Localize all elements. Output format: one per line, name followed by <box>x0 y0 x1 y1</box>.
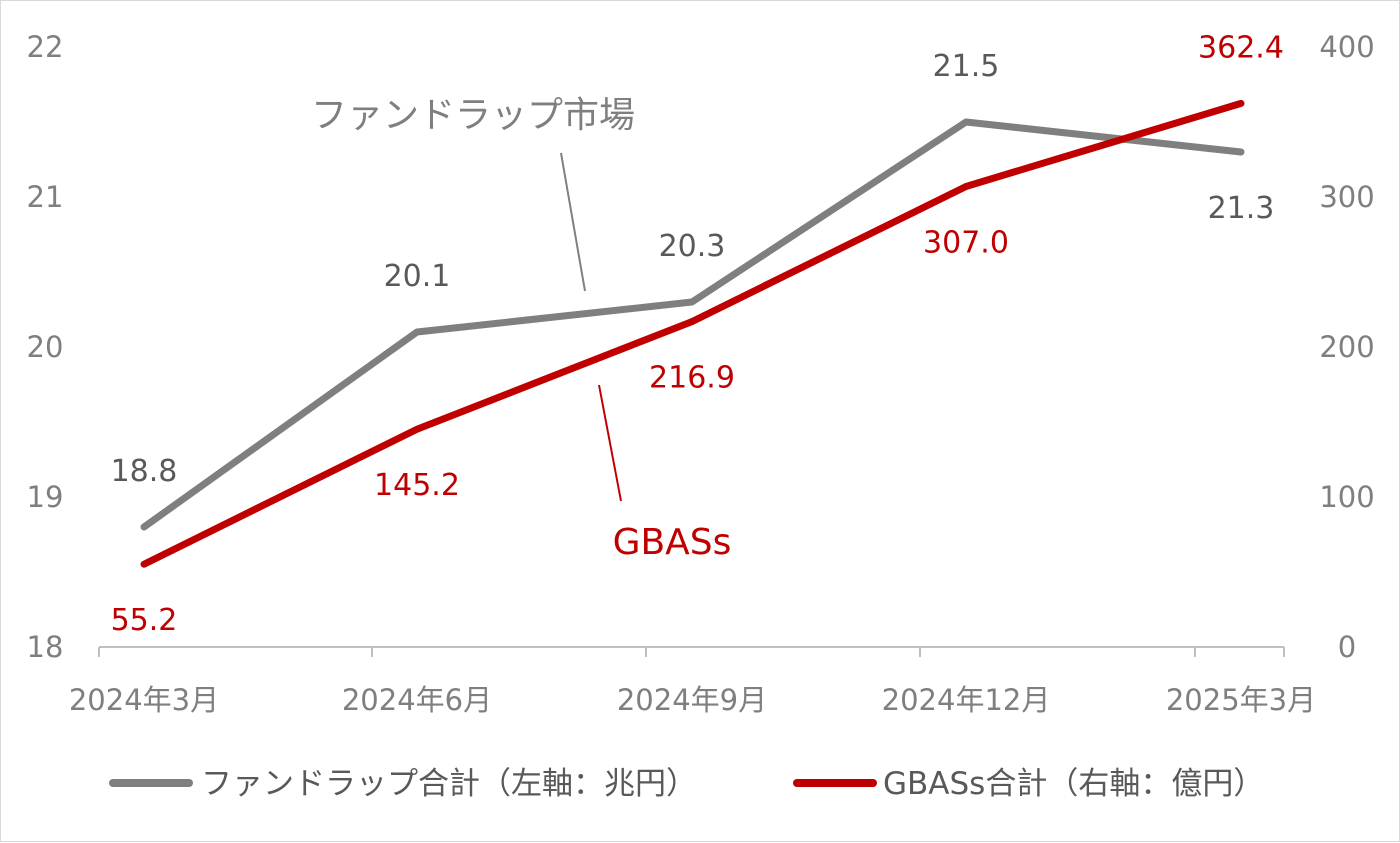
right-axis-ticks: 0 100 200 300 400 <box>1319 30 1374 664</box>
data-label-gbass-1: 145.2 <box>374 468 460 503</box>
left-axis-tick-1: 19 <box>27 480 64 514</box>
data-label-gbass-3: 307.0 <box>923 226 1009 261</box>
axes <box>98 646 1285 657</box>
left-axis-tick-2: 20 <box>27 330 64 364</box>
legend-label-fundwrap: ファンドラップ合計（左軸：兆円） <box>201 766 697 802</box>
data-label-fundwrap-3: 21.5 <box>933 49 1000 84</box>
data-label-gbass-2: 216.9 <box>649 361 735 396</box>
data-label-fundwrap-1: 20.1 <box>384 259 451 294</box>
x-axis-label-3: 2024年12月 <box>882 683 1051 717</box>
annotations: ファンドラップ市場 GBASs <box>311 95 731 563</box>
data-labels: 18.8 20.1 20.3 21.5 21.3 55.2 145.2 216.9 307.0 3… <box>111 30 1284 638</box>
left-axis-tick-4: 22 <box>27 30 64 64</box>
legend-item-gbass: GBASs合計（右軸：億円） <box>793 766 1264 802</box>
right-axis-tick-4: 400 <box>1319 30 1374 64</box>
x-axis-ticks: 2024年3月 2024年6月 2024年9月 2024年12月 2025年3月 <box>69 683 1316 717</box>
legend-item-fundwrap: ファンドラップ合計（左軸：兆円） <box>109 766 697 802</box>
data-label-fundwrap-0: 18.8 <box>111 454 178 489</box>
data-label-gbass-0: 55.2 <box>111 603 178 638</box>
data-label-gbass-4: 362.4 <box>1198 30 1284 65</box>
x-axis-label-2: 2024年9月 <box>617 683 767 717</box>
series-line-gbass <box>140 99 1245 568</box>
x-axis-label-0: 2024年3月 <box>69 683 219 717</box>
annotation-fundwrap-market: ファンドラップ市場 <box>311 95 635 136</box>
left-axis-tick-3: 21 <box>27 180 64 214</box>
data-label-fundwrap-2: 20.3 <box>659 229 726 264</box>
legend: ファンドラップ合計（左軸：兆円） GBASs合計（右軸：億円） <box>109 766 1264 802</box>
data-label-fundwrap-4: 21.3 <box>1208 191 1275 226</box>
annotation-leader-gbass <box>598 384 622 502</box>
series-layer <box>140 99 1245 568</box>
x-axis-label-1: 2024年6月 <box>342 683 492 717</box>
annotation-leader-fundwrap <box>560 152 586 292</box>
legend-label-gbass: GBASs合計（右軸：億円） <box>883 766 1264 802</box>
x-axis-label-4: 2025年3月 <box>1166 683 1316 717</box>
left-axis-ticks: 18 19 20 21 22 <box>27 30 64 664</box>
right-axis-tick-3: 300 <box>1319 180 1374 214</box>
left-axis-tick-0: 18 <box>27 630 64 664</box>
right-axis-tick-2: 200 <box>1319 330 1374 364</box>
right-axis-tick-0: 0 <box>1338 630 1356 664</box>
annotation-gbass: GBASs <box>613 522 732 563</box>
series-line-fundwrap <box>140 118 1245 531</box>
right-axis-tick-1: 100 <box>1319 480 1374 514</box>
